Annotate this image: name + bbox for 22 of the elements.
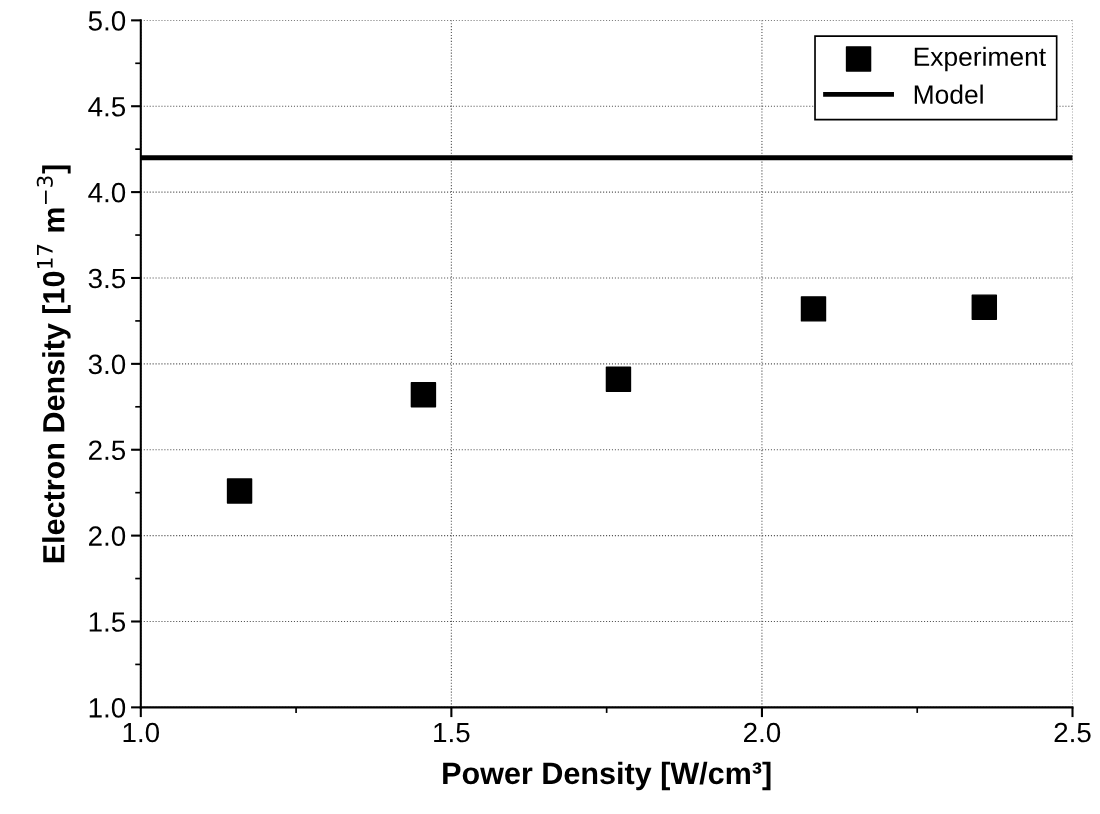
x-tick-label: 1.0 — [123, 722, 160, 743]
y-tick-label: 3.0 — [88, 354, 126, 375]
legend-label: Model — [914, 84, 983, 104]
y-tick-label: 3.5 — [88, 268, 126, 289]
point — [800, 296, 827, 322]
y-tick-label: 1.0 — [89, 698, 126, 718]
y-axis-title: Electron Density [10$^{17}$ m$^{−3}$] — [36, 165, 71, 563]
x-tick-label: 1.5 — [434, 722, 470, 743]
x-axis-title: Power Density [W/cm³] — [443, 761, 771, 791]
y-tick-label: 5.0 — [88, 11, 126, 31]
point — [605, 366, 632, 393]
x-tick-label: 2.0 — [744, 722, 781, 743]
legend-label: Experiment — [914, 46, 1046, 72]
y-tick-label: 2.5 — [89, 440, 126, 461]
point — [971, 294, 998, 320]
y-tick-label: 4.5 — [88, 97, 126, 117]
y-tick-label: 4.0 — [88, 182, 126, 203]
point — [410, 382, 437, 408]
point — [226, 478, 253, 504]
x-tick-label: 2.5 — [1054, 722, 1091, 743]
y-tick-label: 2.0 — [89, 526, 126, 546]
y-tick-label: 1.5 — [89, 612, 126, 632]
